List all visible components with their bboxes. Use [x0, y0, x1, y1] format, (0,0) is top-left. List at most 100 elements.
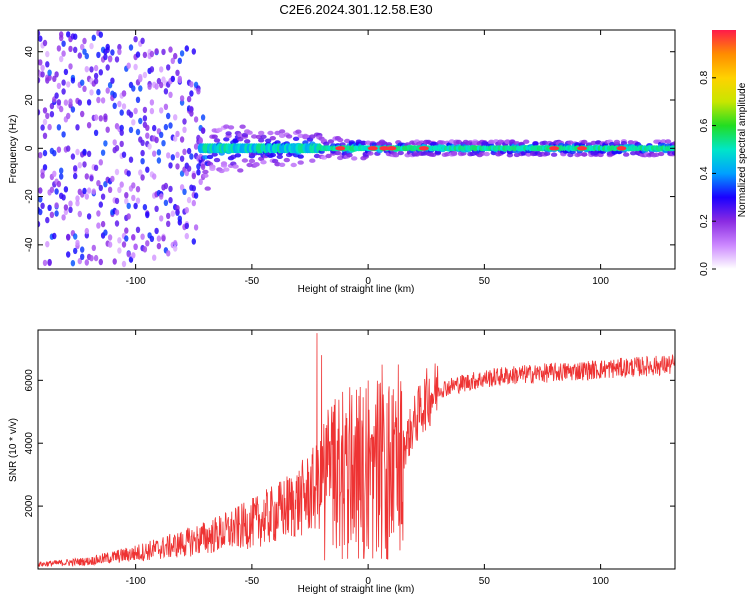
spectrogram-cell: [52, 150, 57, 157]
spectrogram-cell: [56, 45, 62, 52]
spectrogram-cell: [47, 259, 52, 267]
spectrogram-cell: [77, 162, 83, 169]
snr-y-ticks: 2000 4000 6000: [24, 369, 675, 517]
spectrogram-cell: [98, 115, 104, 122]
spectrogram-cell: [66, 31, 71, 38]
spectrogram-cell: [80, 79, 85, 86]
spectrogram-cell: [110, 77, 115, 84]
spectrogram-cell: [364, 140, 372, 145]
spectrogram-cell: [351, 156, 358, 161]
colorbar-tick-label: 0.4: [699, 166, 710, 180]
spectrogram-cell: [159, 107, 164, 114]
spectrogram-cell: [66, 145, 71, 152]
spectrogram-cell: [128, 156, 134, 163]
spectrogram-cell: [154, 205, 159, 212]
spectrogram-y-tick-label: 20: [24, 94, 35, 106]
spectrogram-cell: [202, 173, 209, 178]
spectrogram-cell: [84, 259, 90, 266]
spectrogram-cell: [327, 139, 335, 144]
spectrogram-cell: [166, 212, 171, 220]
spectrogram-cell: [128, 44, 134, 51]
spectrogram-cell: [54, 210, 59, 217]
spectrogram-peak: [379, 146, 390, 151]
spectrogram-cell: [543, 151, 551, 156]
spectrogram-cell: [45, 112, 50, 120]
spectrogram-marks: [38, 30, 675, 268]
spectrogram-cell: [133, 63, 138, 71]
spectrogram-cell: [100, 149, 106, 156]
spectrogram-cell: [258, 130, 265, 136]
spectrogram-cell: [131, 252, 136, 259]
spectrogram-cell: [96, 96, 101, 104]
spectrogram-cell: [135, 96, 141, 104]
spectrogram-cell: [131, 182, 136, 189]
spectrogram-cell: [168, 162, 173, 169]
spectrogram-cell: [68, 200, 73, 207]
spectrogram-cell: [59, 105, 64, 113]
spectrogram-cell: [255, 134, 263, 140]
spectrogram-cell: [260, 160, 267, 165]
snr-y-tick-label: 6000: [24, 369, 35, 392]
spectrogram-cell: [135, 128, 141, 136]
spectrogram-cell: [128, 256, 134, 263]
spectrogram-cell: [455, 139, 462, 145]
spectrogram-cell: [98, 69, 104, 76]
spectrogram-cell: [86, 187, 92, 194]
spectrogram-cell: [156, 157, 162, 164]
spectrogram-cell: [45, 216, 50, 224]
spectrogram-cell: [191, 48, 196, 55]
spectrogram-cell: [107, 82, 113, 89]
spectrogram-cell: [550, 152, 558, 157]
spectrogram-cell: [196, 169, 201, 176]
spectrogram-cell: [186, 196, 192, 204]
spectrogram-cell: [89, 42, 94, 50]
spectrogram-cell: [42, 149, 48, 157]
spectrogram-cell: [152, 173, 157, 180]
spectrogram-cell: [309, 134, 316, 139]
spectrogram-cell: [184, 232, 189, 240]
spectrogram-cell: [244, 139, 251, 144]
spectrogram-cell: [166, 250, 171, 257]
spectrogram-cell: [140, 37, 145, 44]
spectrogram-cell: [49, 102, 55, 110]
spectrogram-cell: [145, 132, 150, 139]
spectrogram-cell: [154, 227, 159, 235]
spectrogram-cell: [107, 186, 113, 193]
spectrogram-cell: [47, 74, 52, 81]
spectrogram-cell: [295, 129, 302, 134]
spectrogram-cell: [86, 213, 92, 220]
spectrogram-cell: [140, 149, 145, 157]
spectrogram-cell: [191, 199, 196, 207]
spectrogram-cell: [38, 196, 43, 203]
spectrogram-cell: [237, 137, 244, 142]
spectrogram-y-tick-label: -40: [24, 237, 35, 252]
spectrogram-cell: [200, 114, 206, 121]
spectrogram-cell: [131, 234, 136, 241]
spectrogram-cell: [114, 56, 120, 63]
spectrogram-peak: [418, 146, 429, 151]
spectrogram-cell: [184, 207, 189, 214]
spectrogram-cell: [96, 210, 101, 217]
spectrogram-cell: [142, 71, 148, 79]
spectrogram-cell: [159, 81, 164, 89]
spectrogram-cell: [84, 52, 90, 60]
spectrogram-cell: [613, 139, 621, 145]
spectrogram-cell: [432, 142, 439, 147]
spectrogram-cell: [73, 172, 78, 180]
spectrogram-cell: [175, 69, 180, 77]
spectrogram-cell: [128, 126, 134, 134]
spectrogram-cell: [103, 140, 108, 147]
spectrogram-cell: [138, 85, 143, 92]
spectrogram-cell: [532, 141, 539, 147]
spectrogram-cell: [392, 153, 400, 158]
spectrogram-x-tick-label: 100: [592, 276, 609, 287]
spectrogram-frame: [37, 29, 676, 270]
spectrogram-cell: [664, 139, 672, 144]
spectrogram-cell: [98, 31, 104, 38]
spectrogram-cell: [265, 138, 272, 143]
spectrogram-cell: [292, 136, 300, 141]
colorbar-label: Normalized spectral amplitude: [737, 82, 748, 217]
spectrogram-cell: [325, 153, 332, 159]
spectrogram-cell: [175, 151, 180, 158]
spectrogram-cell: [147, 83, 152, 90]
